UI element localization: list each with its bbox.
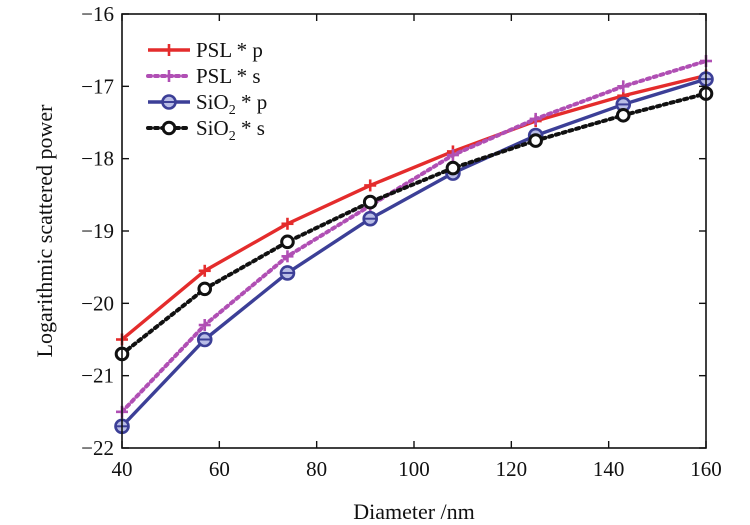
point-1-5 [529, 112, 542, 125]
x-tick-label-0: 40 [112, 457, 133, 481]
x-tick-label-4: 120 [496, 457, 528, 481]
legend-marker-3 [161, 120, 177, 136]
point-3-1 [197, 281, 213, 297]
y-tick-label-5: −17 [81, 74, 114, 98]
x-tick-label-5: 140 [593, 457, 625, 481]
legend-label-2: SiO2 * p [196, 90, 267, 118]
series-line-0 [120, 73, 707, 341]
y-tick-label-3: −19 [81, 219, 114, 243]
axis-ticks: 40 60 80 100 120 140 160 −22 −21 −20 −19 −18 −17 −16 [81, 2, 722, 481]
point-2-2 [279, 265, 296, 281]
point-3-5 [528, 133, 543, 148]
point-1-1 [198, 319, 211, 332]
y-tick-label-2: −20 [81, 291, 114, 315]
y-tick-label-4: −18 [81, 147, 114, 171]
y-tick-label-6: −16 [81, 2, 114, 26]
legend-marker-2 [161, 94, 177, 110]
legend-label-1: PSL * s [196, 64, 261, 88]
legend-label-3: SiO2 * s [196, 116, 265, 144]
y-tick-label-1: −21 [81, 364, 114, 388]
point-0-1 [198, 264, 211, 277]
legend-marker-0 [163, 44, 175, 56]
point-2-3 [362, 210, 379, 227]
series-line-1 [120, 59, 708, 414]
y-tick-label-0: −22 [81, 436, 114, 460]
x-tick-label-2: 80 [306, 457, 327, 481]
point-2-1 [196, 331, 213, 348]
x-tick-label-6: 160 [690, 457, 722, 481]
legend-entry-1: PSL * s [146, 64, 261, 88]
x-axis-label: Diameter /nm [353, 499, 475, 524]
series-line-2 [120, 77, 707, 428]
y-axis-label: Logarithmic scattered power [32, 104, 57, 358]
point-1-4 [446, 149, 459, 162]
series-line-3 [120, 91, 708, 356]
point-0-3 [364, 179, 377, 192]
legend-entry-2: SiO2 * p [148, 90, 267, 118]
point-3-3 [362, 194, 378, 210]
legend-entry-0: PSL * p [148, 38, 263, 62]
point-3-6 [615, 107, 631, 123]
point-3-4 [445, 160, 461, 176]
x-tick-label-1: 60 [209, 457, 230, 481]
point-0-2 [281, 217, 294, 230]
legend-marker-1 [163, 70, 175, 82]
point-1-6 [617, 80, 630, 93]
point-1-2 [281, 250, 294, 263]
x-tick-label-3: 100 [398, 457, 430, 481]
legend-entry-3: SiO2 * s [146, 116, 265, 144]
point-3-2 [280, 234, 295, 250]
legend-label-0: PSL * p [196, 38, 263, 62]
